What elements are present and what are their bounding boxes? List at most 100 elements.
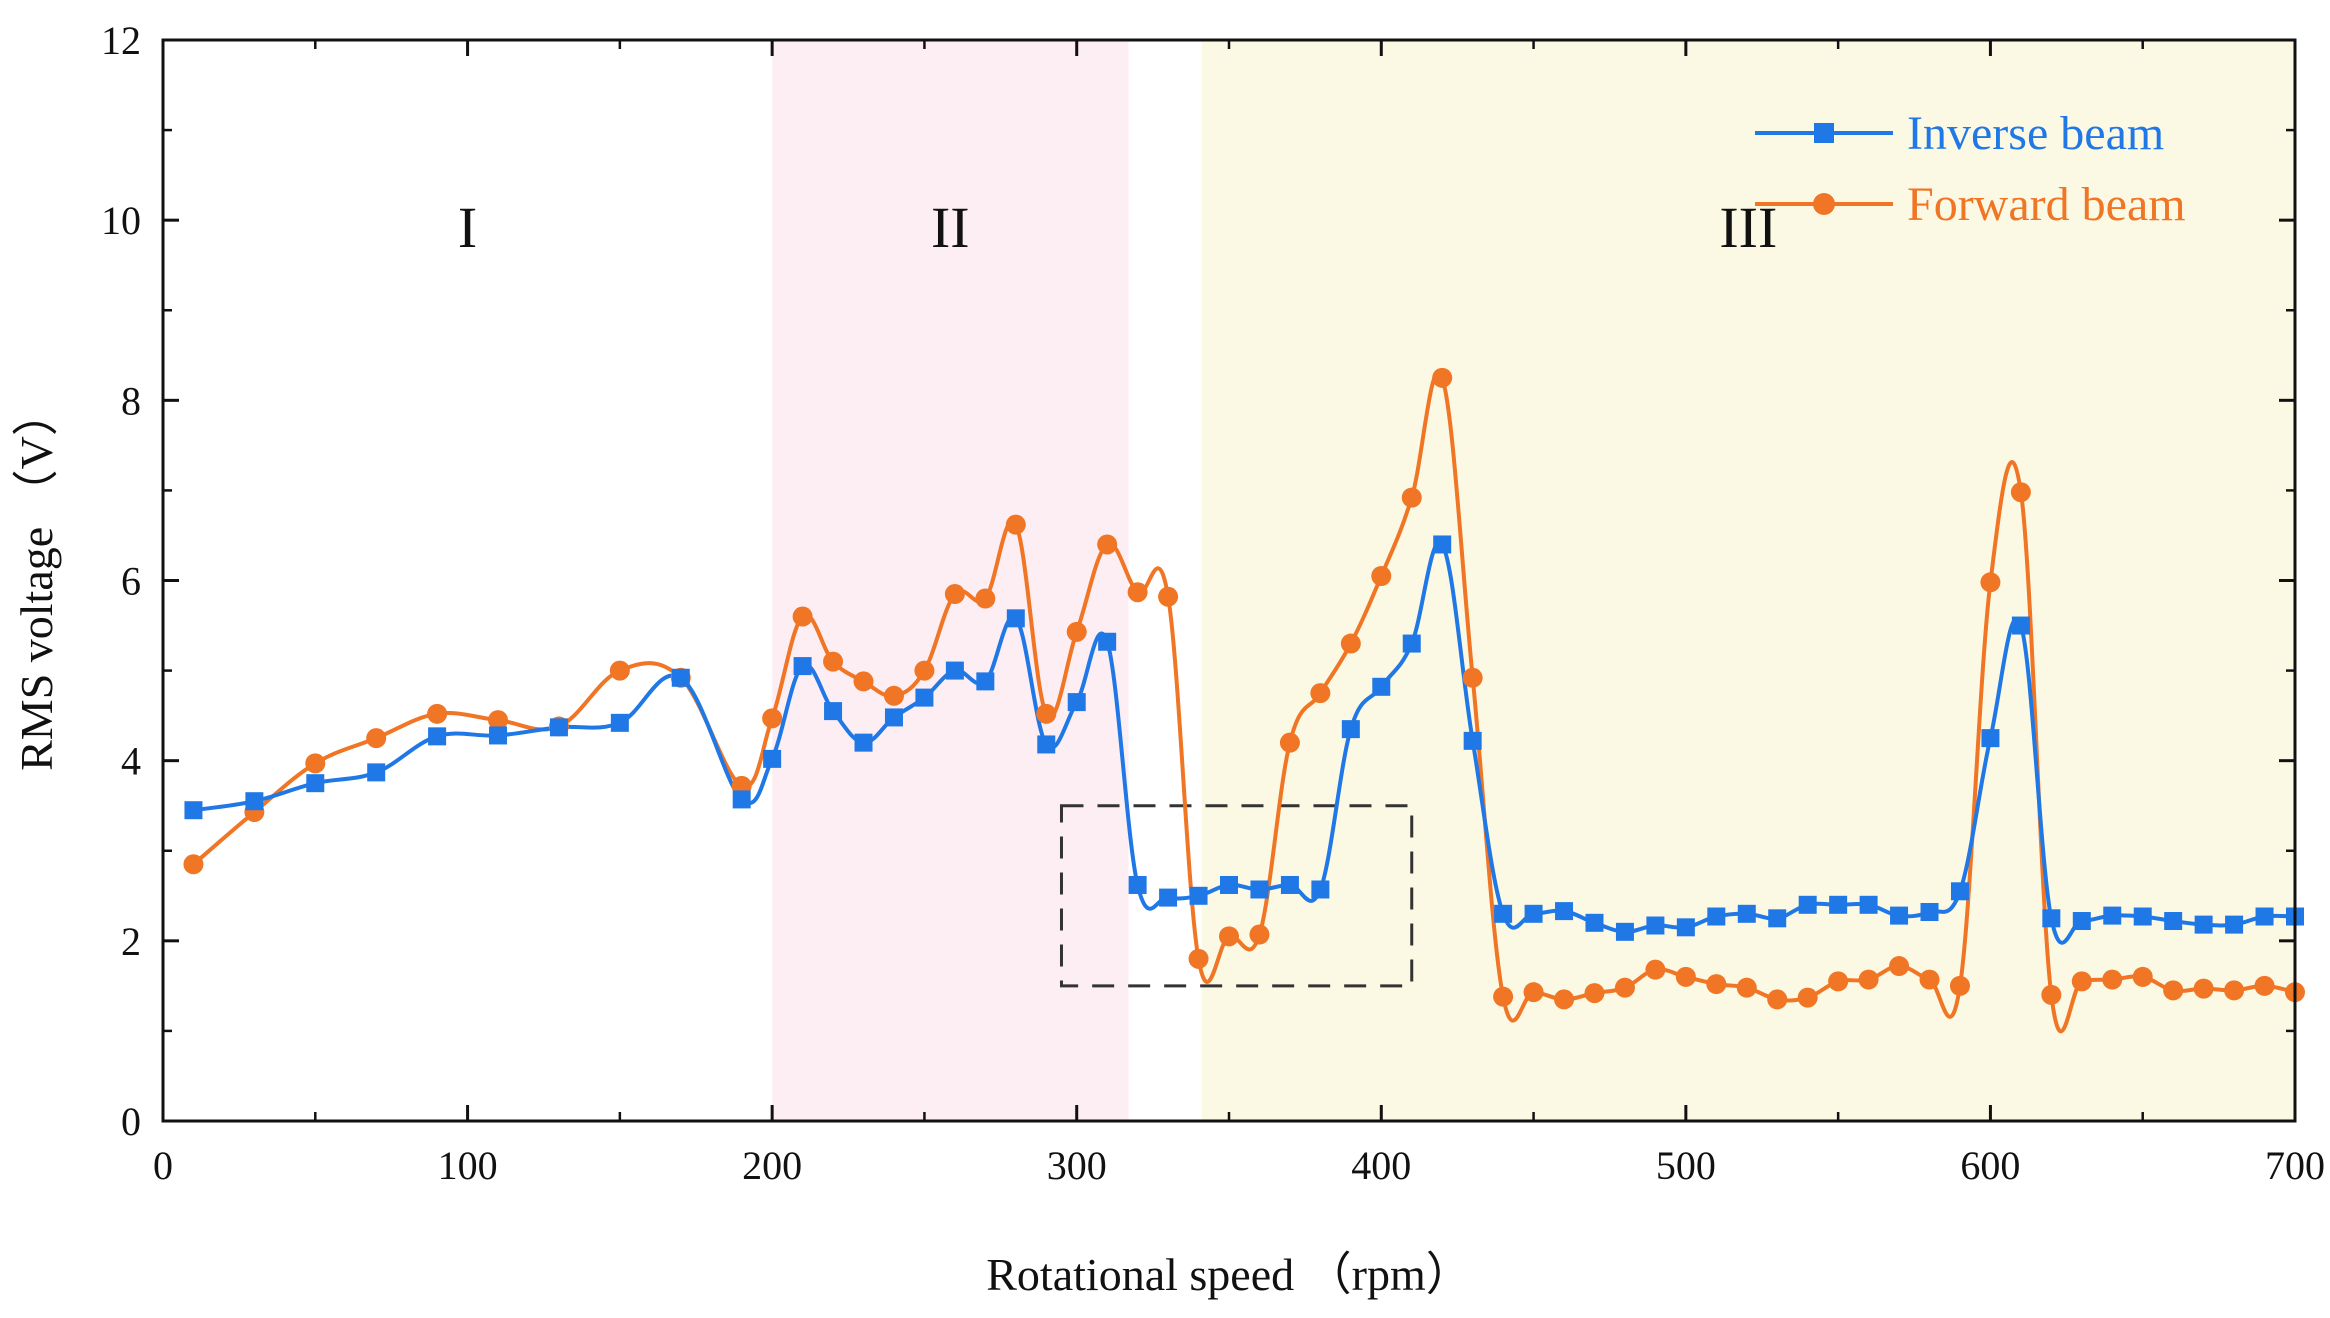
inverse-beam-point xyxy=(915,688,934,707)
forward-beam-point xyxy=(2254,975,2275,996)
x-tick-label: 500 xyxy=(1656,1143,1716,1188)
y-tick-label: 4 xyxy=(121,739,141,784)
inverse-beam-point xyxy=(1037,735,1056,754)
forward-beam-point xyxy=(1219,926,1239,947)
inverse-beam-point xyxy=(1006,609,1025,628)
forward-beam-point xyxy=(1036,703,1057,724)
forward-beam-point xyxy=(1767,989,1788,1010)
x-tick-label: 200 xyxy=(742,1143,802,1188)
forward-beam-point xyxy=(883,685,904,706)
inverse-beam-point xyxy=(1615,922,1634,941)
forward-beam-point xyxy=(2102,969,2123,990)
inverse-beam-point xyxy=(2042,909,2061,928)
inverse-beam-point xyxy=(1494,904,1513,923)
inverse-beam-point xyxy=(1920,903,1939,922)
forward-beam-point xyxy=(1249,924,1270,945)
forward-beam-point xyxy=(1706,974,1727,995)
inverse-beam-point xyxy=(2011,616,2030,635)
inverse-beam-point xyxy=(1341,720,1360,739)
inverse-beam-point xyxy=(2255,907,2274,926)
inverse-beam-point xyxy=(1981,729,2000,748)
y-tick-label: 2 xyxy=(121,919,141,964)
x-tick-label: 100 xyxy=(438,1143,498,1188)
inverse-beam-point xyxy=(1707,907,1726,926)
forward-beam-point xyxy=(1858,969,1879,990)
inverse-beam-point xyxy=(428,727,447,746)
y-axis-title: RMS voltage （V） xyxy=(11,390,62,771)
x-tick-label: 0 xyxy=(153,1143,173,1188)
forward-beam-point xyxy=(1797,987,1818,1008)
x-tick-label: 400 xyxy=(1351,1143,1411,1188)
forward-beam-point xyxy=(1949,975,1970,996)
inverse-beam-point xyxy=(854,733,873,752)
inverse-beam-point xyxy=(945,661,964,680)
inverse-beam-point xyxy=(1950,882,1969,901)
inverse-beam-point xyxy=(1768,909,1787,928)
x-tick-label: 600 xyxy=(1960,1143,2020,1188)
forward-beam-point xyxy=(1493,986,1514,1007)
inverse-beam-point xyxy=(1646,916,1665,935)
inverse-beam-point xyxy=(1159,888,1178,907)
inverse-beam-point xyxy=(1585,913,1604,932)
region-2-background xyxy=(772,40,1129,1121)
forward-beam-point xyxy=(944,584,965,605)
highlight-dashed-box xyxy=(1059,804,1414,988)
x-tick-label: 300 xyxy=(1047,1143,1107,1188)
inverse-beam-point xyxy=(1555,902,1574,921)
inverse-beam-point xyxy=(489,726,508,745)
forward-beam-point xyxy=(1736,977,1757,998)
forward-beam-point xyxy=(853,671,874,692)
region-labels: I II III xyxy=(458,195,1777,260)
forward-beam-point xyxy=(1980,572,2001,593)
forward-beam-point xyxy=(914,660,935,681)
inverse-beam-point xyxy=(610,713,629,732)
inverse-beam-point xyxy=(1402,634,1421,653)
forward-beam-point xyxy=(609,660,630,681)
x-tick-label: 700 xyxy=(2265,1143,2325,1188)
forward-beam-point xyxy=(1371,565,1392,586)
inverse-beam-point xyxy=(1189,886,1208,905)
inverse-beam-point xyxy=(2225,915,2244,934)
inverse-beam-point xyxy=(1798,895,1817,914)
forward-beam-point xyxy=(1584,983,1605,1004)
inverse-beam-point xyxy=(884,708,903,727)
inverse-beam-point xyxy=(1220,875,1238,894)
inverse-beam-point xyxy=(1463,731,1482,750)
y-tick-label: 0 xyxy=(121,1099,141,1144)
inverse-beam-point xyxy=(2103,906,2122,925)
y-tick-label: 12 xyxy=(101,18,141,63)
forward-beam-legend-label: Forward beam xyxy=(1907,178,2186,231)
inverse-beam-point xyxy=(1128,875,1147,894)
inverse-beam-legend-marker xyxy=(1814,123,1834,143)
forward-beam-point xyxy=(762,708,783,729)
axes xyxy=(161,38,2297,1123)
forward-beam-point xyxy=(2071,971,2092,992)
inverse-beam-point xyxy=(2164,912,2183,931)
inverse-beam-point xyxy=(1676,918,1695,937)
legend: Inverse beam Forward beam xyxy=(1755,107,2186,231)
forward-beam-point xyxy=(1158,586,1179,607)
forward-beam-point xyxy=(1310,683,1331,704)
inverse-beam-point xyxy=(1859,895,1878,914)
highlight-box-group xyxy=(1059,804,1414,988)
region-1-label: I xyxy=(458,195,477,260)
inverse-beam-point xyxy=(1433,535,1452,554)
inverse-beam-point xyxy=(1280,875,1299,894)
forward-beam-point xyxy=(1828,971,1849,992)
inverse-beam-legend-label: Inverse beam xyxy=(1907,107,2164,160)
forward-beam-point xyxy=(488,710,509,731)
inverse-beam-point xyxy=(763,749,782,768)
inverse-beam-point xyxy=(2133,907,2152,926)
forward-beam-point xyxy=(1432,367,1453,388)
forward-beam-point xyxy=(366,728,387,749)
forward-beam-point xyxy=(2193,978,2214,999)
inverse-beam-point xyxy=(1098,632,1117,651)
y-tick-label: 6 xyxy=(121,559,141,604)
forward-beam-point xyxy=(2010,482,2031,503)
forward-beam-point xyxy=(183,854,204,875)
forward-beam-point xyxy=(1614,977,1635,998)
inverse-beam-point xyxy=(824,702,843,721)
region-3-label: III xyxy=(1719,195,1777,260)
